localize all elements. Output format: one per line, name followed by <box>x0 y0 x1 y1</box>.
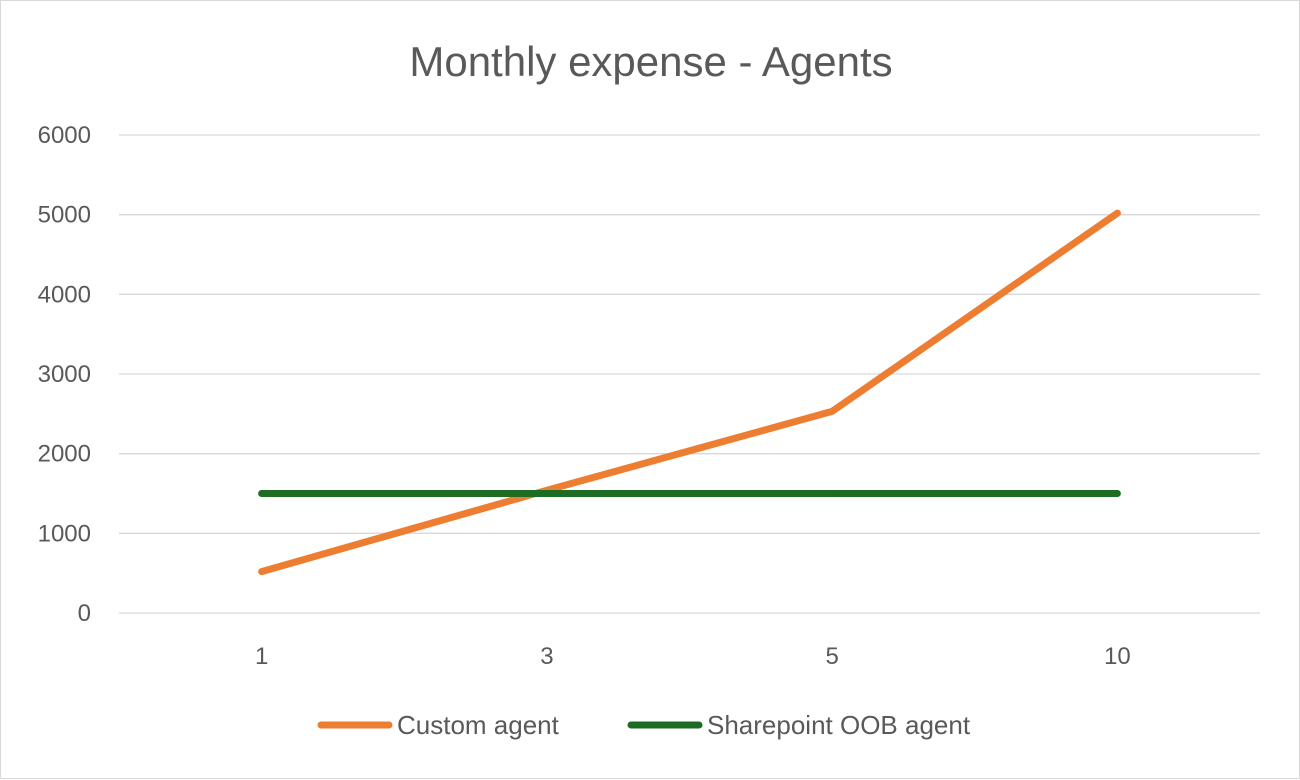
series-lines <box>262 213 1118 572</box>
x-tick-label: 3 <box>540 643 553 670</box>
x-tick-label: 5 <box>825 643 838 670</box>
y-tick-label: 5000 <box>38 202 91 229</box>
y-tick-label: 0 <box>78 600 91 627</box>
x-tick-label: 1 <box>255 643 268 670</box>
y-tick-label: 2000 <box>38 441 91 468</box>
y-axis-tick-labels: 0 1000 2000 3000 4000 5000 6000 <box>38 122 91 627</box>
x-axis-tick-labels: 1 3 5 10 <box>255 643 1131 670</box>
y-tick-label: 1000 <box>38 520 91 547</box>
y-tick-label: 4000 <box>38 281 91 308</box>
gridlines <box>119 135 1260 613</box>
legend-label: Custom agent <box>397 710 560 740</box>
legend: Custom agent Sharepoint OOB agent <box>321 710 971 740</box>
legend-label: Sharepoint OOB agent <box>707 710 971 740</box>
y-tick-label: 6000 <box>38 122 91 149</box>
y-tick-label: 3000 <box>38 361 91 388</box>
chart-title: Monthly expense - Agents <box>409 38 892 85</box>
series-line-custom-agent <box>262 213 1118 571</box>
x-tick-label: 10 <box>1104 643 1131 670</box>
